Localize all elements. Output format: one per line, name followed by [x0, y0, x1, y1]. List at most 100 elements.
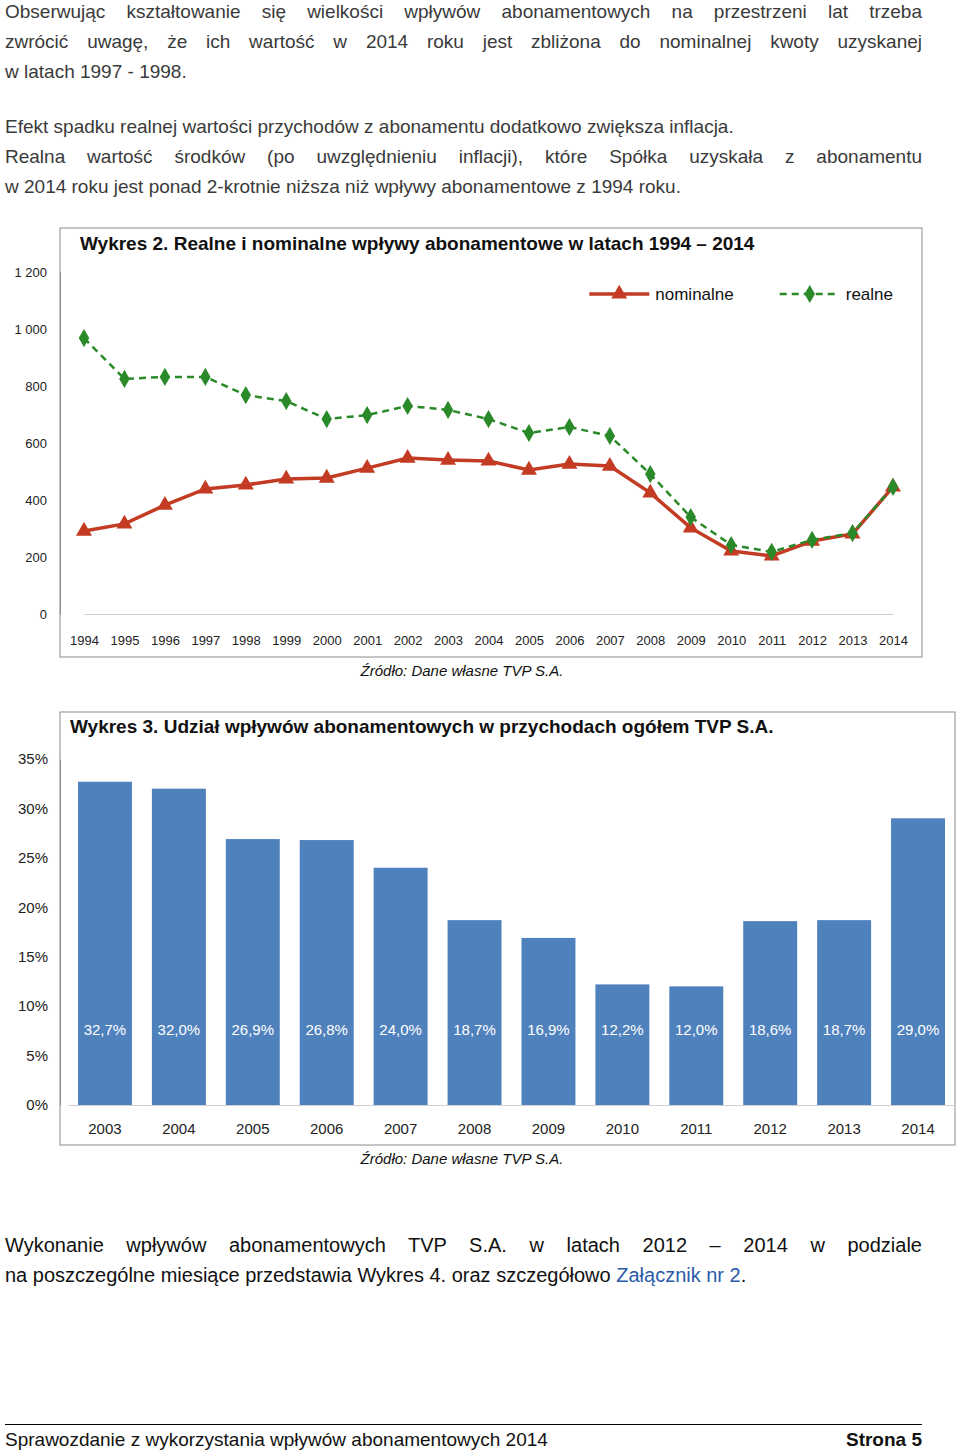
legend: nominalnerealne	[589, 285, 893, 304]
text: na poszczególne miesiące przedstawia Wyk…	[5, 1264, 616, 1286]
series-marker	[359, 459, 375, 473]
tick-label: 2006	[555, 633, 584, 648]
chart: Wykres 2. Realne i nominalne wpływy abon…	[14, 228, 922, 657]
link[interactable]: Załącznik nr 2	[616, 1264, 741, 1286]
data-label: 18,7%	[823, 1021, 866, 1038]
tick: 2013	[827, 1105, 860, 1137]
tick: 1997	[191, 614, 220, 648]
series-marker	[241, 386, 251, 404]
series-marker	[481, 452, 497, 466]
data-label: 29,0%	[897, 1021, 940, 1038]
footer-rule	[5, 1424, 922, 1425]
bar	[300, 840, 354, 1105]
series-marker	[726, 536, 736, 554]
axis-line	[69, 1105, 956, 1106]
tick: 2011	[758, 614, 786, 648]
series-marker	[200, 368, 210, 386]
bar	[743, 921, 797, 1105]
bar	[78, 782, 132, 1105]
tick-label: 2012	[798, 633, 827, 648]
text-line: Realna wartość środków (po uwzględnieniu…	[5, 145, 922, 169]
tick-label: 1997	[191, 633, 220, 648]
series-marker	[521, 461, 537, 475]
tick-label: 1994	[70, 633, 99, 648]
series-marker	[119, 370, 129, 388]
tick-label: 2000	[313, 633, 342, 648]
tick-label: 20%	[18, 899, 48, 916]
tick: 2009	[532, 1105, 565, 1137]
legend-label: nominalne	[655, 285, 733, 304]
tick: 1999	[272, 614, 301, 648]
data-label: 18,6%	[749, 1021, 792, 1038]
series-marker	[321, 410, 331, 428]
tick-label: 2005	[515, 633, 544, 648]
tick-label: 2010	[606, 1120, 639, 1137]
tick-label: 2012	[754, 1120, 787, 1137]
tick: 5%	[26, 1047, 60, 1064]
tick: 25%	[18, 849, 60, 866]
tick: 400	[25, 493, 60, 508]
chart-title: Wykres 3. Udział wpływów abonamentowych …	[70, 716, 774, 737]
bar	[521, 938, 575, 1105]
tick-label: 15%	[18, 948, 48, 965]
tick: 2005	[236, 1105, 269, 1137]
series-marker	[561, 455, 577, 469]
tick: 1996	[151, 614, 180, 648]
tick-label: 2014	[879, 633, 908, 648]
tick-label: 1 000	[14, 322, 47, 337]
series-marker	[807, 531, 817, 549]
x-axis: 1994199519961997199819992000200120022003…	[70, 614, 908, 648]
tick: 2001	[353, 614, 382, 648]
text-line: zwrócić uwagę, że ich wartość w 2014 rok…	[5, 30, 922, 54]
series-marker	[160, 368, 170, 386]
series-marker	[402, 397, 412, 415]
footer-left: Sprawozdanie z wykorzystania wpływów abo…	[5, 1428, 548, 1452]
series-marker	[238, 476, 254, 490]
text: .	[741, 1264, 747, 1286]
tick-label: 400	[25, 493, 47, 508]
tick: 2013	[839, 614, 868, 648]
bar	[669, 986, 723, 1105]
tick-label: 35%	[18, 750, 48, 767]
chart-title: Wykres 2. Realne i nominalne wpływy abon…	[80, 233, 755, 254]
series-line	[84, 458, 893, 556]
tick-label: 2004	[475, 633, 504, 648]
series-marker	[645, 465, 655, 483]
tick: 2012	[798, 614, 827, 648]
series-marker	[362, 406, 372, 424]
series-marker	[116, 515, 132, 529]
tick-label: 2003	[434, 633, 463, 648]
tick-label: 2014	[901, 1120, 934, 1137]
tick: 2003	[434, 614, 463, 648]
tick: 2006	[310, 1105, 343, 1137]
tick: 2006	[555, 614, 584, 648]
tick: 2004	[475, 614, 504, 648]
series-marker	[483, 410, 493, 428]
tick-label: 2013	[839, 633, 868, 648]
tick-label: 1995	[110, 633, 139, 648]
tick-label: 25%	[18, 849, 48, 866]
tick: 1 200	[14, 265, 60, 280]
text-line: Obserwując kształtowanie się wielkości w…	[5, 0, 922, 24]
data-label: 32,7%	[84, 1021, 127, 1038]
tick-label: 2011	[758, 633, 786, 648]
tick-label: 2004	[162, 1120, 195, 1137]
tick: 800	[25, 379, 60, 394]
series-marker	[564, 418, 574, 436]
tick-label: 2008	[458, 1120, 491, 1137]
tick: 2010	[717, 614, 746, 648]
tick-label: 2010	[717, 633, 746, 648]
tick: 35%	[18, 750, 60, 767]
series-marker	[766, 543, 776, 561]
axis-line	[85, 614, 894, 615]
tick: 0	[40, 607, 60, 622]
tick-label: 600	[25, 436, 47, 451]
tick: 2011	[680, 1105, 712, 1137]
chart-frame	[60, 712, 955, 1145]
series-marker	[642, 484, 658, 498]
axis-line	[60, 760, 61, 1106]
data-label: 26,9%	[232, 1021, 275, 1038]
legend-marker	[611, 285, 627, 299]
tick-label: 2013	[827, 1120, 860, 1137]
chart: Wykres 3. Udział wpływów abonamentowych …	[18, 712, 956, 1145]
